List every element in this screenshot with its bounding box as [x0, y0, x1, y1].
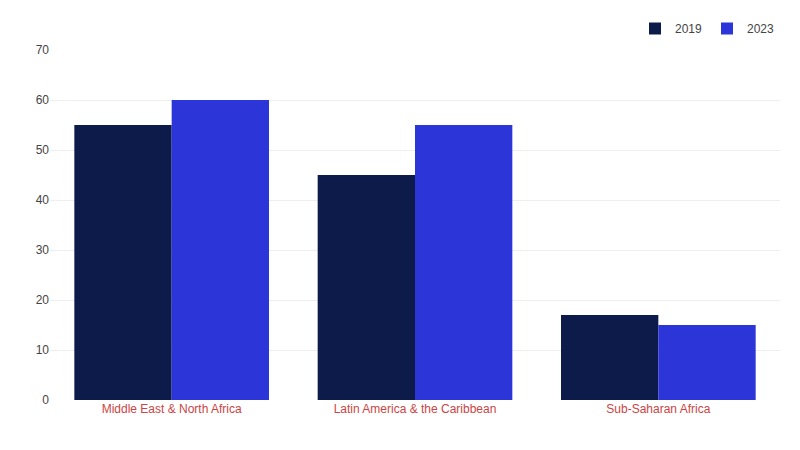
svg-text:10: 10: [36, 343, 50, 357]
svg-text:70: 70: [36, 43, 50, 57]
svg-text:Middle East & North Africa: Middle East & North Africa: [102, 402, 242, 416]
svg-text:2019: 2019: [675, 22, 702, 36]
svg-text:40: 40: [36, 193, 50, 207]
svg-text:0: 0: [42, 393, 49, 407]
svg-text:Latin America & the Caribbean: Latin America & the Caribbean: [334, 402, 497, 416]
svg-text:60: 60: [36, 93, 50, 107]
svg-text:20: 20: [36, 293, 50, 307]
svg-text:30: 30: [36, 243, 50, 257]
svg-text:Sub-Saharan Africa: Sub-Saharan Africa: [606, 402, 710, 416]
svg-text:50: 50: [36, 143, 50, 157]
svg-text:2023: 2023: [747, 22, 774, 36]
